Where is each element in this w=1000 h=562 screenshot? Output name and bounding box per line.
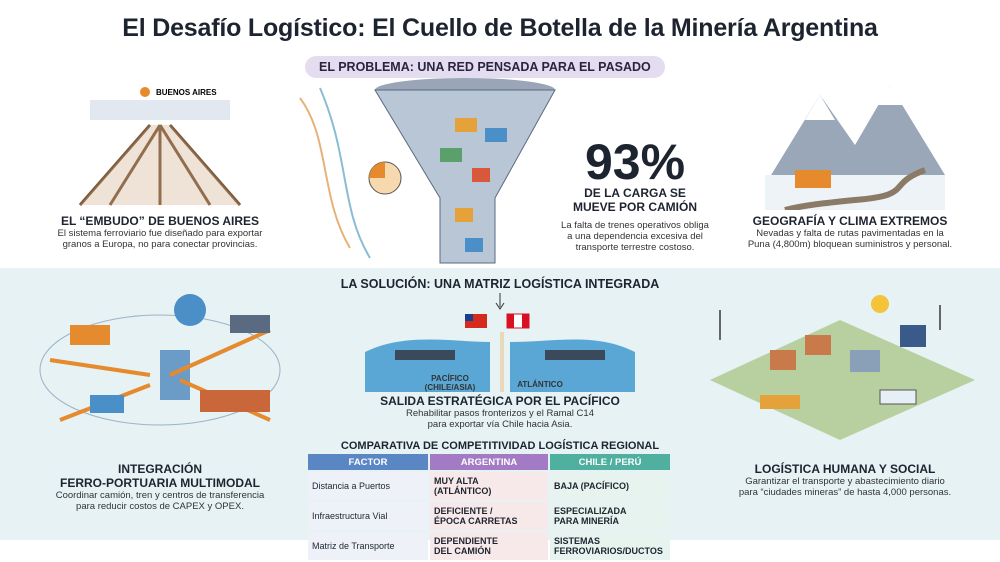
section-heading: FERRO-PORTUARIA MULTIMODAL <box>60 476 260 490</box>
page-title: El Desafío Logístico: El Cuello de Botel… <box>122 14 878 42</box>
stat-text-block: La falta de trenes operativos obliga a u… <box>540 220 730 253</box>
stat-heading: MUEVE POR CAMIÓN <box>572 200 697 214</box>
header-cell: FACTOR <box>308 454 428 470</box>
cell-line: ESPECIALIZADA <box>554 506 627 516</box>
table-cell: SISTEMAS FERROVIARIOS/DUCTOS <box>550 532 670 560</box>
section-text: Rehabilitar pasos fronterizos y el Ramal… <box>406 408 594 419</box>
cell-line: DEPENDIENTE <box>434 536 499 546</box>
header-cell: ARGENTINA <box>430 454 548 470</box>
stat-text: La falta de trenes operativos obliga <box>561 220 709 231</box>
cell-line: DEL CAMIÓN <box>434 546 491 556</box>
table-cell: ESPECIALIZADA PARA MINERÍA <box>550 502 670 530</box>
stat-block: 93% DE LA CARGA SE MUEVE POR CAMIÓN <box>565 134 705 214</box>
cell-line: PARA MINERÍA <box>554 516 619 526</box>
header-cell: CHILE / PERÚ <box>550 454 670 470</box>
stat-number: 93% <box>584 134 686 190</box>
page: El Desafío Logístico: El Cuello de Botel… <box>0 14 1000 560</box>
section-text: El sistema ferroviario fue diseñado para… <box>57 228 263 239</box>
comparison-table: FACTOR ARGENTINA CHILE / PERÚ Distancia … <box>306 452 672 562</box>
multimodal-illustration <box>39 294 281 426</box>
ports-illustration <box>365 313 635 392</box>
social-info: LOGÍSTICA HUMANA Y SOCIAL Garantizar el … <box>710 462 980 498</box>
table-cell: Matriz de Transporte <box>308 532 428 560</box>
section-heading: LOGÍSTICA HUMANA Y SOCIAL <box>754 462 936 476</box>
town-illustration <box>710 295 975 440</box>
city-label: BUENOS AIRES <box>156 88 217 97</box>
section-text: para “ciudades mineras” de hasta 4,000 p… <box>738 487 952 498</box>
rail-illustration: BUENOS AIRES <box>78 87 242 206</box>
section-text: granos a Europa, no para conectar provin… <box>62 239 258 250</box>
section-text: para reducir costos de CAPEX y OPEX. <box>76 501 244 512</box>
cell-line: SISTEMAS <box>554 536 601 546</box>
funnel-illustration <box>299 78 556 264</box>
table-row: Infraestructura Vial DEFICIENTE / ÉPOCA CA… <box>308 502 670 530</box>
table-cell: Infraestructura Vial <box>308 502 428 530</box>
cell-line: ÉPOCA CARRETAS <box>434 516 518 526</box>
table-cell: DEFICIENTE / ÉPOCA CARRETAS <box>430 502 548 530</box>
table-title: COMPARATIVA DE COMPETITIVIDAD LOGÍSTICA … <box>340 440 660 452</box>
mountain-illustration <box>765 85 945 210</box>
section-heading: EL “EMBUDO” DE BUENOS AIRES <box>60 214 260 228</box>
section-heading: GEOGRAFÍA Y CLIMA EXTREMOS <box>752 214 948 228</box>
cell-line: BAJA (PACÍFICO) <box>554 481 629 491</box>
section-text: Puna (4,800m) bloquean suministros y per… <box>747 239 953 250</box>
stat-text: a una dependencia excesiva del <box>567 231 703 242</box>
cell-line: MUY ALTA <box>434 476 479 486</box>
table-cell: BAJA (PACÍFICO) <box>550 472 670 500</box>
arrow <box>495 293 505 310</box>
section-heading: SALIDA ESTRATÉGICA POR EL PACÍFICO <box>380 394 620 408</box>
ports-info: SALIDA ESTRATÉGICA POR EL PACÍFICO Rehab… <box>330 394 670 430</box>
problem-banner: EL PROBLEMA: UNA RED PENSADA PARA EL PAS… <box>305 56 665 78</box>
multimodal-info: INTEGRACIÓN FERRO-PORTUARIA MULTIMODAL C… <box>20 462 300 512</box>
geography-info: GEOGRAFÍA Y CLIMA EXTREMOS Nevadas y fal… <box>720 214 980 250</box>
pacific-label: PACÍFICO (CHILE/ASIA) <box>410 374 490 392</box>
table-row: Distancia a Puertos MUY ALTA (ATLÁNTICO) BA… <box>308 472 670 500</box>
table-cell: DEPENDIENTE DEL CAMIÓN <box>430 532 548 560</box>
section-text: Coordinar camión, tren y centros de tran… <box>55 490 265 501</box>
solution-banner: LA SOLUCIÓN: UNA MATRIZ LOGÍSTICA INTEGR… <box>340 277 660 291</box>
section-text: Nevadas y falta de rutas pavimentadas en… <box>756 228 944 239</box>
section-text: para exportar vía Chile hacia Asia. <box>427 419 573 430</box>
stat-text: transporte terrestre costoso. <box>575 242 695 253</box>
table-cell: Distancia a Puertos <box>308 472 428 500</box>
cell-line: (ATLÁNTICO) <box>434 486 492 496</box>
port-label: PACÍFICO <box>431 374 469 383</box>
section-text: Garantizar el transporte y abastecimient… <box>745 476 945 487</box>
table-row: Matriz de Transporte DEPENDIENTE DEL CAMIÓ… <box>308 532 670 560</box>
port-label: (CHILE/ASIA) <box>424 383 476 392</box>
port-label: ATLÁNTICO <box>517 380 563 389</box>
stat-heading: DE LA CARGA SE <box>584 186 686 200</box>
funnel-info: EL “EMBUDO” DE BUENOS AIRES El sistema f… <box>40 214 280 250</box>
cell-line: FERROVIARIOS/DUCTOS <box>554 546 663 556</box>
cell-line: DEFICIENTE / <box>434 506 493 516</box>
table-cell: MUY ALTA (ATLÁNTICO) <box>430 472 548 500</box>
table-header: FACTOR ARGENTINA CHILE / PERÚ <box>308 454 670 470</box>
section-heading: INTEGRACIÓN <box>118 462 202 476</box>
